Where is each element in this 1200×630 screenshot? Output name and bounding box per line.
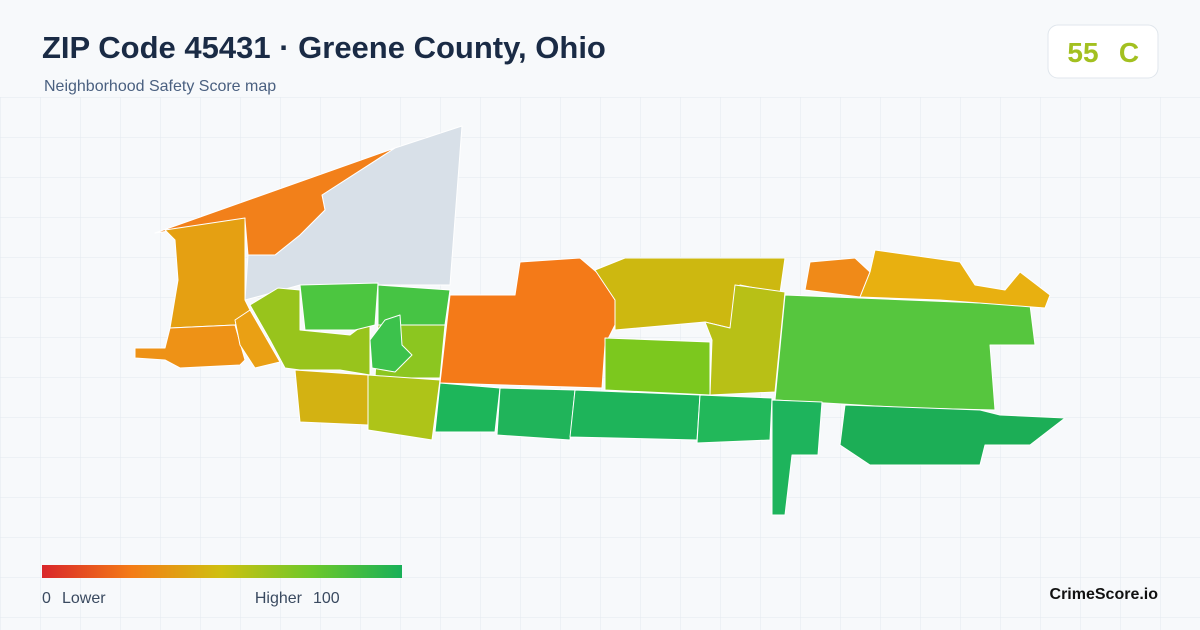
region <box>234 309 281 369</box>
region <box>164 217 251 329</box>
region <box>369 314 413 373</box>
region <box>294 369 369 426</box>
region <box>604 337 711 396</box>
score-box <box>1047 24 1159 79</box>
region <box>249 287 371 376</box>
region <box>859 249 1051 309</box>
legend-max-label: Higher <box>255 590 303 607</box>
grade: C <box>1119 37 1139 68</box>
region <box>771 399 823 516</box>
region <box>804 257 871 298</box>
score: 55 <box>1067 37 1098 68</box>
region <box>839 404 1066 466</box>
region <box>154 147 396 256</box>
subtitle: Neighborhood Safety Score map <box>44 78 276 95</box>
title: ZIP Code 45431 · Greene County, Ohio <box>42 30 606 65</box>
map <box>134 125 1066 516</box>
legend-bar <box>42 565 402 578</box>
legend-max: 100 <box>313 590 340 607</box>
region <box>569 389 701 441</box>
region <box>496 387 576 441</box>
region <box>696 394 773 444</box>
legend-min: 0 <box>42 590 51 607</box>
region <box>299 282 379 331</box>
legend-min-label: Lower <box>62 590 106 607</box>
region <box>367 374 441 441</box>
region <box>434 382 501 433</box>
brand: CrimeScore.io <box>1050 586 1159 603</box>
